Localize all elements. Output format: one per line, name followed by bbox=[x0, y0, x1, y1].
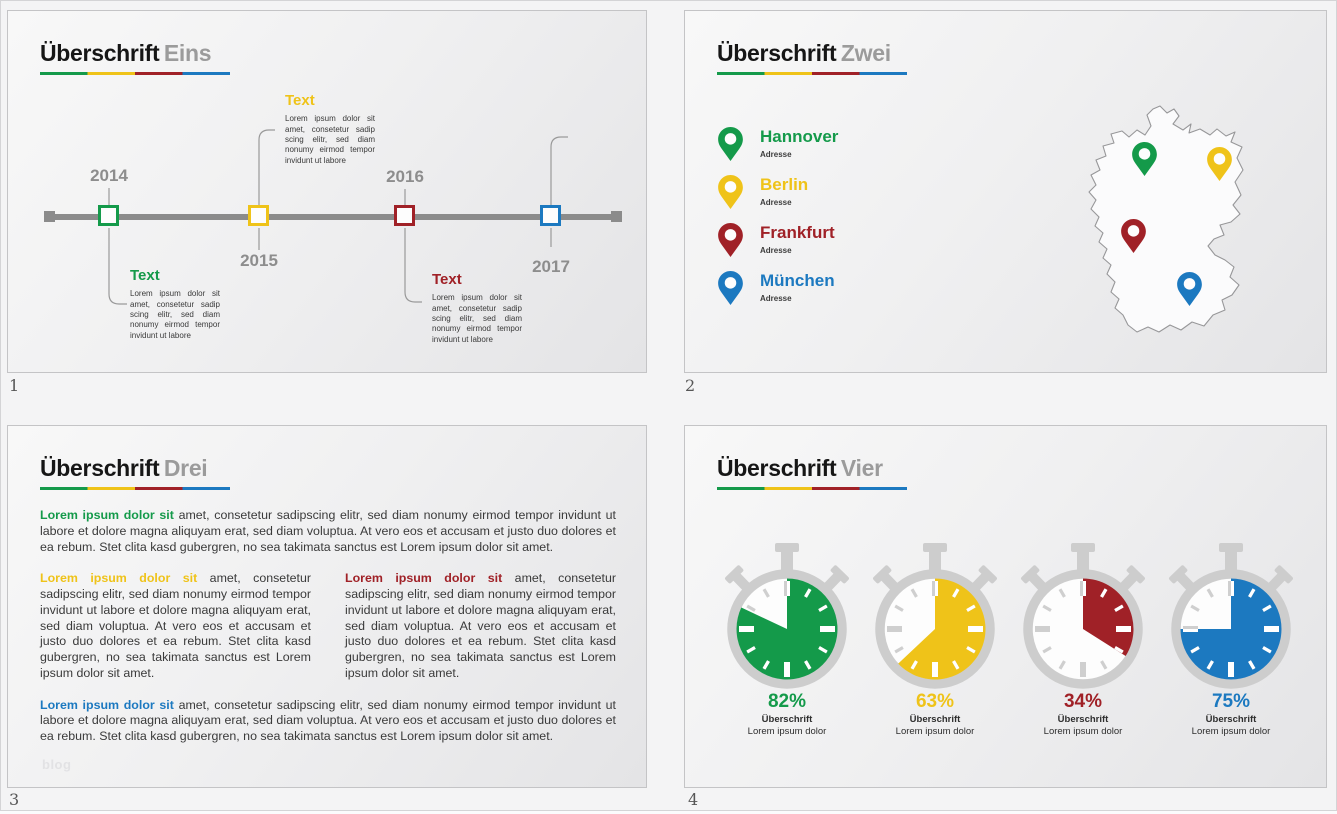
stopwatch-percentage: 75% bbox=[1211, 691, 1251, 712]
stopwatch-item: 75% Überschrift Lorem ipsum dolor bbox=[1161, 540, 1301, 737]
location-name: Hannover bbox=[760, 127, 839, 146]
body-text-area: Lorem ipsum dolor sit amet, consetetur s… bbox=[40, 508, 616, 745]
stopwatch-item: 63% Überschrift Lorem ipsum dolor bbox=[865, 540, 1005, 737]
slide-number: 3 bbox=[9, 790, 20, 809]
stopwatch-label: Überschrift bbox=[1057, 713, 1109, 725]
map-pin-icon bbox=[1207, 147, 1232, 181]
slide-4-thumbnail[interactable]: Überschrift Vier 82% Überschrift Lorem i… bbox=[684, 425, 1327, 788]
slide-2-thumbnail[interactable]: Überschrift Zwei Hannover Adresse Berlin… bbox=[684, 10, 1327, 373]
timeline-milestone-square bbox=[98, 205, 119, 226]
location-row: Berlin Adresse bbox=[718, 175, 809, 209]
timeline-connectors bbox=[108, 129, 568, 305]
callout-heading: Text bbox=[285, 92, 315, 109]
title-accent: Drei bbox=[163, 455, 208, 481]
callout-body: Lorem ipsum dolor sit amet, consetetur s… bbox=[130, 289, 220, 340]
paragraph-lead: Lorem ipsum dolor sit bbox=[40, 571, 198, 586]
slide-number: 1 bbox=[9, 376, 20, 395]
slide-number: 4 bbox=[688, 790, 699, 809]
stopwatch-sublabel: Lorem ipsum dolor bbox=[747, 725, 827, 737]
title-accent: Vier bbox=[840, 455, 883, 481]
timeline-milestone-square bbox=[394, 205, 415, 226]
location-name: Berlin bbox=[760, 175, 809, 194]
stopwatch-icon bbox=[717, 540, 857, 690]
location-row: Hannover Adresse bbox=[718, 127, 839, 161]
stopwatch-percentage: 63% bbox=[915, 691, 955, 712]
location-address-label: Adresse bbox=[760, 197, 792, 207]
location-address-label: Adresse bbox=[760, 293, 792, 303]
year-label: 2015 bbox=[240, 251, 278, 270]
location-pin-icon bbox=[718, 175, 743, 209]
location-address-label: Adresse bbox=[760, 149, 792, 159]
paragraph: Lorem ipsum dolor sit amet, consetetur s… bbox=[40, 571, 311, 680]
watermark: blog bbox=[42, 757, 72, 772]
callout-body: Lorem ipsum dolor sit amet, consetetur s… bbox=[432, 293, 522, 344]
stopwatch-item: 82% Überschrift Lorem ipsum dolor bbox=[717, 540, 857, 737]
title-main: Überschrift bbox=[717, 40, 837, 66]
stopwatch-percentage: 34% bbox=[1063, 691, 1103, 712]
stopwatch-icon bbox=[1013, 540, 1153, 690]
paragraph: Lorem ipsum dolor sit amet, consetetur s… bbox=[40, 508, 616, 554]
year-label: 2016 bbox=[386, 167, 424, 186]
location-row: Frankfurt Adresse bbox=[718, 223, 835, 257]
title-main: Überschrift bbox=[717, 455, 837, 481]
callout-body: Lorem ipsum dolor sit amet, consetetur s… bbox=[285, 114, 375, 165]
stopwatch-icon bbox=[1161, 540, 1301, 690]
stopwatch-item: 34% Überschrift Lorem ipsum dolor bbox=[1013, 540, 1153, 737]
location-name: München bbox=[760, 271, 835, 290]
location-row: München Adresse bbox=[718, 271, 835, 305]
map-pin-icon bbox=[1121, 219, 1146, 253]
year-label: 2017 bbox=[532, 257, 570, 276]
stopwatch-sublabel: Lorem ipsum dolor bbox=[895, 725, 975, 737]
location-pin-icon bbox=[718, 271, 743, 305]
map-pin-icon bbox=[1132, 142, 1157, 176]
two-column-block: Lorem ipsum dolor sit amet, consetetur s… bbox=[40, 571, 616, 681]
stopwatch-percentage: 82% bbox=[767, 691, 807, 712]
timeline-endcap-left bbox=[44, 211, 55, 222]
title-underline bbox=[717, 72, 907, 75]
title-underline bbox=[40, 487, 230, 490]
callout-heading: Text bbox=[130, 267, 160, 284]
title-underline bbox=[40, 72, 230, 75]
timeline-bar bbox=[48, 214, 618, 220]
slide-number: 2 bbox=[685, 376, 696, 395]
year-label: 2014 bbox=[90, 166, 128, 185]
paragraph: Lorem ipsum dolor sit amet, consetetur s… bbox=[345, 571, 616, 680]
timeline-milestone-square bbox=[248, 205, 269, 226]
location-pin-icon bbox=[718, 223, 743, 257]
timeline-endcap-right bbox=[611, 211, 622, 222]
timeline-callout: Text Lorem ipsum dolor sit amet, consete… bbox=[285, 92, 375, 166]
map-pin-icon bbox=[1177, 272, 1202, 306]
slide-title: Überschrift Eins bbox=[40, 40, 230, 75]
paragraph-lead: Lorem ipsum dolor sit bbox=[40, 697, 174, 712]
slide-title: Überschrift Vier bbox=[717, 455, 907, 490]
paragraph-lead: Lorem ipsum dolor sit bbox=[40, 508, 174, 522]
stopwatch-sublabel: Lorem ipsum dolor bbox=[1043, 725, 1123, 737]
stopwatch-label: Überschrift bbox=[761, 713, 813, 725]
stopwatch-label: Überschrift bbox=[909, 713, 961, 725]
title-accent: Zwei bbox=[840, 40, 891, 66]
paragraph-lead: Lorem ipsum dolor sit bbox=[345, 571, 503, 586]
title-main: Überschrift bbox=[40, 40, 160, 66]
slide-3-thumbnail[interactable]: Überschrift Drei Lorem ipsum dolor sit a… bbox=[7, 425, 647, 788]
title-underline bbox=[717, 487, 907, 490]
slide-1-thumbnail[interactable]: Überschrift Eins 2014 2015 2016 2017 Tex… bbox=[7, 10, 647, 373]
timeline-callout: Text Lorem ipsum dolor sit amet, consete… bbox=[432, 271, 522, 345]
timeline-milestone-square bbox=[540, 205, 561, 226]
location-pin-icon bbox=[718, 127, 743, 161]
stopwatch-label: Überschrift bbox=[1205, 713, 1257, 725]
stopwatch-sublabel: Lorem ipsum dolor bbox=[1191, 725, 1271, 737]
title-accent: Eins bbox=[163, 40, 212, 66]
title-main: Überschrift bbox=[40, 455, 160, 481]
germany-map bbox=[1063, 104, 1263, 336]
slide-title: Überschrift Drei bbox=[40, 455, 230, 490]
paragraph: Lorem ipsum dolor sit amet, consetetur s… bbox=[40, 697, 616, 744]
callout-heading: Text bbox=[432, 271, 462, 288]
stopwatch-icon bbox=[865, 540, 1005, 690]
location-address-label: Adresse bbox=[760, 245, 792, 255]
location-name: Frankfurt bbox=[760, 223, 835, 242]
timeline-callout: Text Lorem ipsum dolor sit amet, consete… bbox=[130, 267, 220, 341]
slide-title: Überschrift Zwei bbox=[717, 40, 907, 75]
